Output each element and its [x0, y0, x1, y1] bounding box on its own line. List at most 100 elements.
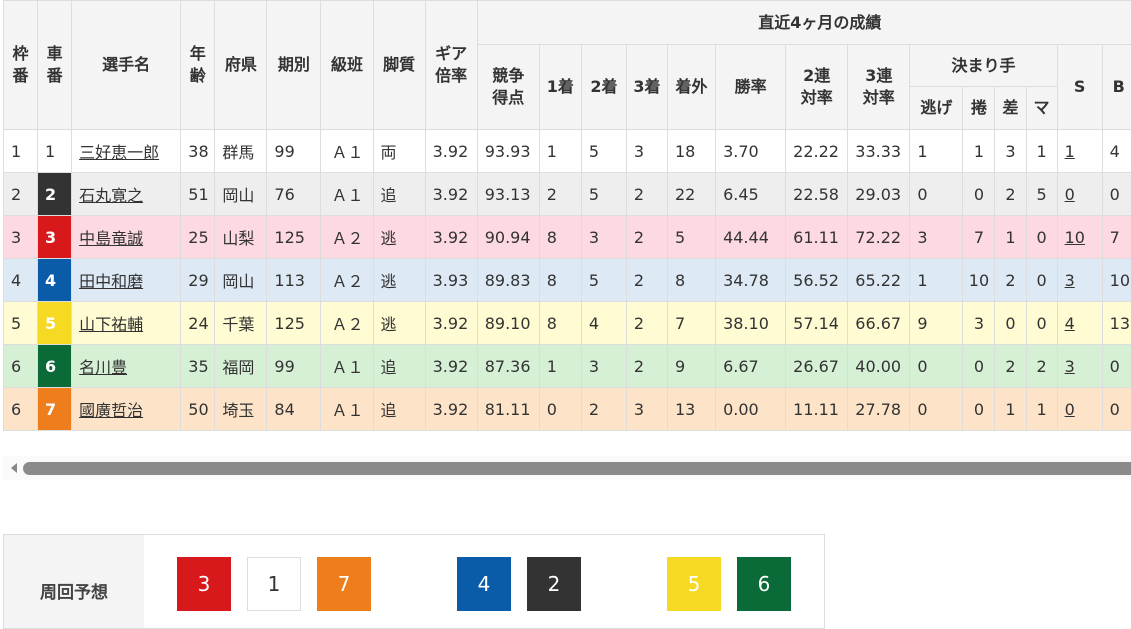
- cell-sha: 1: [38, 130, 72, 173]
- cell-mark: 0: [1026, 259, 1057, 302]
- cell-class: Ａ１: [321, 388, 373, 431]
- cell-first: 2: [539, 173, 581, 216]
- cell-nige: 0: [910, 345, 963, 388]
- cell-s[interactable]: 3: [1057, 259, 1102, 302]
- cell-s[interactable]: 10: [1057, 216, 1102, 259]
- header-rate3: 3連対率: [848, 45, 910, 130]
- cell-gear: 3.92: [425, 388, 477, 431]
- cell-name[interactable]: 三好恵一郎: [72, 130, 181, 173]
- cell-age: 51: [181, 173, 215, 216]
- cell-s[interactable]: 4: [1057, 302, 1102, 345]
- header-recent: 直近4ヶ月の成績: [477, 1, 1131, 45]
- cell-third: 2: [626, 216, 667, 259]
- header-age: 年齢: [181, 1, 215, 130]
- cell-sha: 3: [38, 216, 72, 259]
- cell-gear: 3.93: [425, 259, 477, 302]
- cell-third: 3: [626, 130, 667, 173]
- cell-nige: 9: [910, 302, 963, 345]
- cell-sashi: 1: [995, 388, 1026, 431]
- cell-waku: 2: [4, 173, 38, 216]
- cell-sashi: 2: [995, 173, 1026, 216]
- cell-pref: 福岡: [215, 345, 267, 388]
- header-kimarite: 決まり手: [910, 45, 1057, 87]
- header-third: 3着: [626, 45, 667, 130]
- cell-third: 3: [626, 388, 667, 431]
- cell-class: Ａ２: [321, 302, 373, 345]
- header-rate2: 2連対率: [786, 45, 848, 130]
- cell-class: Ａ２: [321, 216, 373, 259]
- header-nige: 逃げ: [910, 87, 963, 130]
- header-s: S: [1057, 45, 1102, 130]
- header-name: 選手名: [72, 1, 181, 130]
- cell-out: 7: [667, 302, 715, 345]
- cell-out: 13: [667, 388, 715, 431]
- cell-first: 8: [539, 302, 581, 345]
- cell-out: 9: [667, 345, 715, 388]
- header-out: 着外: [667, 45, 715, 130]
- cell-period: 84: [267, 388, 321, 431]
- cell-rate3: 66.67: [848, 302, 910, 345]
- scroll-left-arrow-icon[interactable]: [11, 463, 17, 473]
- header-sashi: 差: [995, 87, 1026, 130]
- cell-age: 24: [181, 302, 215, 345]
- header-period: 期別: [267, 1, 321, 130]
- cell-win: 3.70: [716, 130, 786, 173]
- cell-name[interactable]: 名川豊: [72, 345, 181, 388]
- prediction-car-3: 3: [177, 557, 231, 611]
- cell-gear: 3.92: [425, 216, 477, 259]
- cell-name[interactable]: 國廣哲治: [72, 388, 181, 431]
- cell-style: 両: [373, 130, 425, 173]
- cell-period: 113: [267, 259, 321, 302]
- prediction-car-7: 7: [317, 557, 371, 611]
- cell-class: Ａ１: [321, 130, 373, 173]
- cell-name[interactable]: 田中和磨: [72, 259, 181, 302]
- cell-b: 0: [1102, 388, 1131, 431]
- cell-s[interactable]: 3: [1057, 345, 1102, 388]
- header-win: 勝率: [716, 45, 786, 130]
- header-gear: ギア倍率: [425, 1, 477, 130]
- cell-out: 8: [667, 259, 715, 302]
- cell-first: 1: [539, 130, 581, 173]
- cell-s[interactable]: 0: [1057, 173, 1102, 216]
- cell-gear: 3.92: [425, 345, 477, 388]
- cell-second: 3: [581, 216, 626, 259]
- cell-sashi: 2: [995, 345, 1026, 388]
- cell-pref: 千葉: [215, 302, 267, 345]
- cell-name[interactable]: 石丸寛之: [72, 173, 181, 216]
- cell-s[interactable]: 1: [1057, 130, 1102, 173]
- cell-nige: 0: [910, 173, 963, 216]
- scrollbar-thumb[interactable]: [23, 462, 1131, 475]
- cell-class: Ａ１: [321, 345, 373, 388]
- cell-makuri: 0: [963, 173, 995, 216]
- cell-sashi: 1: [995, 216, 1026, 259]
- cell-mark: 2: [1026, 345, 1057, 388]
- cell-third: 2: [626, 302, 667, 345]
- cell-rate3: 27.78: [848, 388, 910, 431]
- cell-makuri: 0: [963, 388, 995, 431]
- cell-out: 18: [667, 130, 715, 173]
- cell-class: Ａ１: [321, 173, 373, 216]
- horizontal-scrollbar[interactable]: [3, 456, 1131, 480]
- cell-mark: 0: [1026, 216, 1057, 259]
- cell-win: 38.10: [716, 302, 786, 345]
- cell-rate2: 61.11: [786, 216, 848, 259]
- cell-name[interactable]: 中島竜誠: [72, 216, 181, 259]
- cell-third: 2: [626, 173, 667, 216]
- cell-name[interactable]: 山下祐輔: [72, 302, 181, 345]
- cell-waku: 4: [4, 259, 38, 302]
- racer-table: 枠番 車番 選手名 年齢 府県 期別 級班 脚質 ギア倍率 直近4ヶ月の成績 競…: [3, 0, 1131, 431]
- cell-out: 22: [667, 173, 715, 216]
- cell-first: 0: [539, 388, 581, 431]
- cell-sha: 2: [38, 173, 72, 216]
- cell-s[interactable]: 0: [1057, 388, 1102, 431]
- cell-score: 87.36: [477, 345, 539, 388]
- cell-pref: 群馬: [215, 130, 267, 173]
- cell-sashi: 2: [995, 259, 1026, 302]
- cell-period: 99: [267, 345, 321, 388]
- cell-makuri: 10: [963, 259, 995, 302]
